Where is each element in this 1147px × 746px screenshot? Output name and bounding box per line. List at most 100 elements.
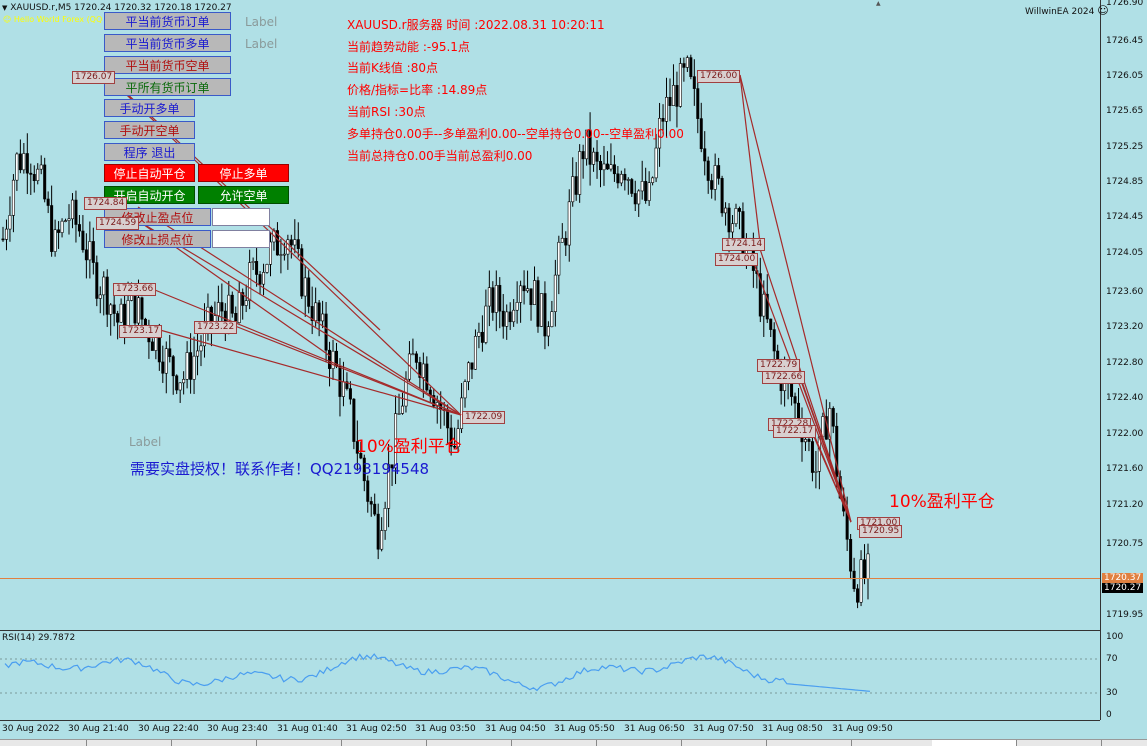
candle-bull bbox=[400, 405, 404, 414]
candle-bull bbox=[341, 381, 345, 397]
stop-buy-button[interactable]: 停止多单 bbox=[198, 164, 289, 182]
candle-bear bbox=[18, 153, 22, 171]
rsi-level: 30 bbox=[1106, 688, 1118, 698]
candle-bull bbox=[237, 292, 241, 323]
close-buy-button[interactable]: 平当前货币多单 bbox=[104, 34, 231, 52]
candle-bull bbox=[515, 302, 519, 311]
candle-bull bbox=[321, 313, 325, 322]
y-tick: 1723.20 bbox=[1106, 322, 1144, 332]
candle-bear bbox=[633, 193, 637, 205]
manual-buy-button[interactable]: 手动开多单 bbox=[104, 99, 195, 117]
candle-bear bbox=[348, 388, 352, 400]
stop-auto-close-button[interactable]: 停止自动平仓 bbox=[104, 164, 195, 182]
symbol-tab[interactable] bbox=[0, 740, 87, 746]
manual-sell-button[interactable]: 手动开空单 bbox=[104, 121, 195, 139]
modify-sl-button[interactable]: 修改止损点位 bbox=[104, 230, 211, 248]
candle-bear bbox=[706, 160, 710, 181]
allow-sell-button[interactable]: 允许空单 bbox=[198, 186, 289, 204]
program-exit-button[interactable]: 程序 退出 bbox=[104, 143, 195, 161]
symbol-tab[interactable] bbox=[852, 740, 937, 746]
candle-bull bbox=[244, 300, 248, 306]
candle-bull bbox=[640, 181, 644, 192]
candle-bull bbox=[36, 168, 40, 181]
candle-bull bbox=[602, 163, 606, 171]
candle-bear bbox=[599, 161, 603, 171]
candle-bull bbox=[70, 199, 74, 220]
price-tag: 1723.17 bbox=[119, 325, 163, 338]
symbol-header: ▼ XAUUSD.r,M5 1720.24 1720.32 1720.18 17… bbox=[2, 3, 232, 13]
candle-bear bbox=[852, 570, 856, 590]
candle-bear bbox=[758, 273, 762, 317]
candle-bull bbox=[473, 336, 477, 370]
symbol-tab[interactable] bbox=[342, 740, 427, 746]
candle-bull bbox=[387, 464, 391, 509]
candle-bear bbox=[765, 293, 769, 320]
candle-bull bbox=[53, 229, 57, 252]
symbol-tab[interactable] bbox=[427, 740, 512, 746]
candle-bull bbox=[185, 352, 189, 380]
close-all-orders-button[interactable]: 平当前货币订单 bbox=[104, 12, 231, 30]
candle-bear bbox=[849, 539, 853, 572]
symbol-tab-bar bbox=[0, 739, 1147, 746]
symbol-tab[interactable] bbox=[597, 740, 682, 746]
candle-bear bbox=[508, 311, 512, 323]
candle-bear bbox=[772, 329, 776, 352]
candle-bear bbox=[32, 174, 36, 181]
candle-bull bbox=[526, 288, 530, 292]
symbol-tab[interactable] bbox=[767, 740, 852, 746]
candle-bull bbox=[383, 508, 387, 531]
current-bid-badge: 1720.27 bbox=[1102, 583, 1144, 593]
candle-bear bbox=[595, 151, 599, 162]
candle-bear bbox=[230, 294, 234, 314]
take-profit-input[interactable] bbox=[212, 208, 270, 226]
ea-line: Hello World Forex (QQ 2193194548) bbox=[13, 15, 159, 24]
candle-bull bbox=[421, 363, 425, 378]
candle-bear bbox=[501, 310, 505, 327]
symbol-tab[interactable] bbox=[257, 740, 342, 746]
chevron-down-icon[interactable]: ▼ bbox=[2, 4, 8, 12]
close-all-currency-button[interactable]: 平所有货币订单 bbox=[104, 78, 231, 96]
candle-bear bbox=[77, 224, 81, 232]
candle-bear bbox=[150, 341, 154, 351]
candle-bear bbox=[189, 352, 193, 380]
stop-loss-input[interactable] bbox=[212, 230, 270, 248]
candle-bear bbox=[171, 356, 175, 377]
candle-bear bbox=[258, 274, 262, 285]
y-tick: 1724.45 bbox=[1106, 212, 1144, 222]
x-tick: 31 Aug 03:50 bbox=[415, 724, 476, 734]
candle-bull bbox=[487, 287, 491, 307]
candle-bull bbox=[477, 331, 481, 337]
x-tick: 30 Aug 23:40 bbox=[207, 724, 268, 734]
x-tick: 31 Aug 05:50 bbox=[554, 724, 615, 734]
candle-bear bbox=[1, 238, 5, 241]
symbol-tab[interactable] bbox=[87, 740, 172, 746]
candle-bear bbox=[835, 425, 839, 477]
candle-bull bbox=[578, 151, 582, 195]
candle-bull bbox=[539, 293, 543, 327]
candle-bear bbox=[345, 381, 349, 389]
symbol-tab[interactable] bbox=[682, 740, 767, 746]
ea-header: ☺ Hello World Forex (QQ 2193194548) bbox=[3, 15, 159, 24]
price-tag: 1726.07 bbox=[72, 71, 116, 84]
rsi-level: 70 bbox=[1106, 654, 1118, 664]
candle-bull bbox=[279, 254, 283, 256]
candle-bear bbox=[324, 313, 328, 351]
symbol-tab[interactable] bbox=[512, 740, 597, 746]
symbol-tab-active[interactable] bbox=[932, 740, 1017, 746]
candle-bull bbox=[550, 311, 554, 328]
trade-line bbox=[234, 325, 462, 416]
y-tick: 1724.85 bbox=[1106, 177, 1144, 187]
symbol-tab[interactable] bbox=[1017, 740, 1102, 746]
candle-bull bbox=[463, 381, 467, 399]
candle-bear bbox=[300, 248, 304, 297]
symbol-tab[interactable] bbox=[172, 740, 257, 746]
candle-bear bbox=[317, 302, 321, 322]
trade-line bbox=[739, 74, 761, 244]
candle-bull bbox=[394, 413, 398, 469]
candle-bull bbox=[178, 382, 182, 391]
y-tick: 1726.05 bbox=[1106, 71, 1144, 81]
candle-bear bbox=[689, 57, 693, 77]
close-sell-button[interactable]: 平当前货币空单 bbox=[104, 56, 231, 74]
candle-bear bbox=[307, 277, 311, 307]
candle-bear bbox=[50, 205, 54, 252]
